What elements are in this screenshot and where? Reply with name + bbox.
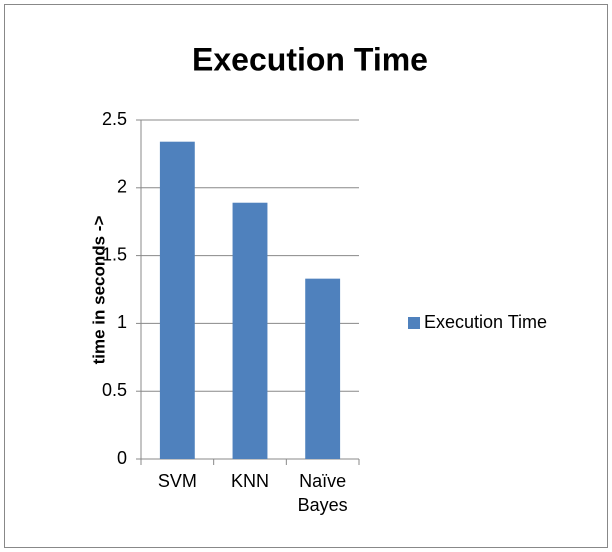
x-tick-label: KNN [230, 471, 269, 491]
legend-label: Execution Time [424, 312, 547, 332]
legend-swatch [408, 317, 420, 329]
bar [305, 278, 341, 459]
y-tick-label: 1 [117, 312, 127, 332]
chart-title: Execution Time [192, 41, 428, 77]
y-axis-label: time in seconds -> [89, 216, 108, 365]
y-tick-label: 2.5 [102, 109, 127, 129]
y-tick-label: 2 [117, 177, 127, 197]
y-tick-label: 0 [117, 448, 127, 468]
bar [159, 141, 195, 460]
y-tick-label: 1.5 [102, 244, 127, 264]
bar [232, 202, 268, 459]
x-tick-label: Naïve Bayes [297, 471, 348, 515]
y-tick-label: 0.5 [102, 380, 127, 400]
x-tick-label: SVM [157, 471, 197, 491]
